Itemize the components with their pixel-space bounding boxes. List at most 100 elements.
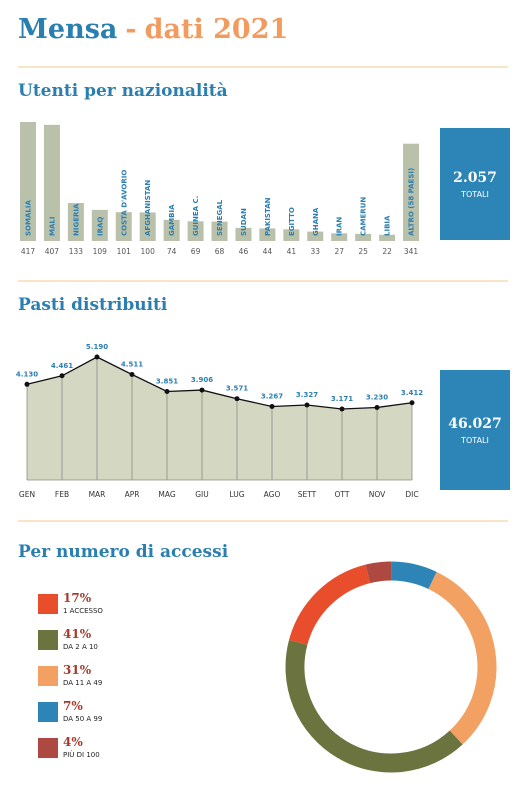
bar-category: GHANA: [312, 207, 320, 236]
value-label: 22: [382, 247, 392, 256]
legend-label: DA 50 A 99: [63, 715, 102, 723]
bar-category: GUINEA C.: [192, 196, 200, 236]
donut-segment: [428, 571, 497, 745]
legend-swatch: [38, 666, 58, 686]
bar-category: ALTRO (58 PAESI): [408, 168, 416, 236]
point: [269, 404, 275, 410]
x-tick-label: GIU: [195, 490, 209, 499]
value-label: 3.851: [156, 377, 178, 385]
point: [374, 404, 380, 410]
bar: [235, 227, 252, 241]
bar: [91, 209, 108, 241]
legend-percent: 7%: [63, 699, 83, 713]
bar-category: EGITTO: [288, 207, 296, 236]
value-label: 100: [141, 247, 156, 256]
donut-segment: [285, 640, 463, 773]
value-label: 69: [191, 247, 201, 256]
bar-category: IRAN: [336, 217, 344, 236]
legend-swatch: [38, 702, 58, 722]
bar-category: NIGERIA: [72, 203, 80, 236]
section-title: Per numero di accessi: [18, 542, 229, 562]
value-label: 3.230: [366, 393, 388, 401]
total-label: TOTALI: [460, 436, 489, 445]
title-separator: -: [125, 14, 136, 45]
value-label: 109: [93, 247, 108, 256]
legend-label: DA 11 A 49: [63, 679, 102, 687]
total-box: [440, 370, 510, 490]
bar-category: MALI: [48, 217, 56, 236]
legend-label: DA 2 A 10: [63, 643, 98, 651]
value-label: 25: [358, 247, 368, 256]
point: [129, 371, 135, 377]
total-label: TOTALI: [460, 190, 489, 199]
donut-segment: [391, 561, 437, 590]
donut-segment: [365, 561, 392, 584]
bar: [43, 124, 60, 241]
legend-label: PIÙ DI 100: [63, 750, 100, 759]
x-tick-label: LUG: [229, 490, 244, 499]
value-label: 133: [69, 247, 84, 256]
legend-swatch: [38, 630, 58, 650]
x-tick-label: MAR: [89, 490, 106, 499]
x-tick-label: GEN: [19, 490, 35, 499]
legend-percent: 31%: [63, 663, 92, 677]
x-tick-label: SETT: [298, 490, 317, 499]
bar-category: GAMBIA: [168, 204, 176, 236]
x-tick-label: NOV: [369, 490, 386, 499]
value-label: 3.906: [191, 376, 213, 384]
bar-category: SENEGAL: [216, 199, 224, 236]
value-label: 417: [21, 247, 36, 256]
x-tick-label: OTT: [335, 490, 350, 499]
bar: [307, 231, 324, 241]
section-title: Utenti per nazionalità: [18, 81, 228, 101]
bar-category: CAMERUN: [360, 197, 368, 236]
point: [304, 402, 310, 408]
bar-category: AFGHANISTAN: [144, 180, 152, 236]
point: [339, 406, 345, 412]
legend-percent: 41%: [63, 627, 92, 641]
page-title: Mensa - dati 2021: [18, 14, 288, 45]
bar-category: IRAQ: [96, 217, 104, 236]
bar-category: COSTA D'AVORIO: [120, 170, 128, 236]
bar: [379, 234, 396, 241]
bar: [67, 203, 84, 241]
bar: [259, 228, 276, 241]
bar: [20, 122, 36, 241]
area: [27, 357, 412, 480]
value-label: 4.511: [121, 360, 143, 368]
value-label: 407: [45, 247, 60, 256]
point: [199, 387, 205, 393]
value-label: 3.327: [296, 391, 318, 399]
value-label: 4.130: [16, 370, 38, 378]
bar: [163, 219, 180, 241]
bar: [187, 221, 204, 241]
bar-category: SOMALIA: [25, 200, 33, 236]
bar-category: LIBIA: [384, 215, 392, 236]
bar-category: PAKISTAN: [264, 197, 272, 236]
title-year: dati 2021: [145, 14, 289, 45]
value-label: 41: [287, 247, 297, 256]
total-value: 46.027: [448, 416, 502, 432]
bar: [355, 233, 372, 241]
x-tick-label: MAG: [158, 490, 175, 499]
line: [26, 356, 413, 410]
x-tick-label: FEB: [55, 490, 69, 499]
value-label: 3.171: [331, 395, 353, 403]
bar: [139, 212, 156, 241]
total-box: [440, 128, 510, 240]
bar: [211, 221, 228, 241]
bar-category: SUDAN: [240, 208, 248, 236]
value-label: 5.190: [86, 343, 108, 351]
bar: [331, 233, 348, 241]
x-tick-label: DIC: [405, 490, 418, 499]
point: [409, 400, 415, 406]
value-label: 27: [334, 247, 344, 256]
legend-swatch: [38, 738, 58, 758]
value-label: 44: [263, 247, 273, 256]
point: [94, 354, 100, 360]
point: [234, 396, 240, 402]
value-label: 33: [311, 247, 321, 256]
value-label: 3.412: [401, 389, 423, 397]
value-label: 74: [167, 247, 177, 256]
